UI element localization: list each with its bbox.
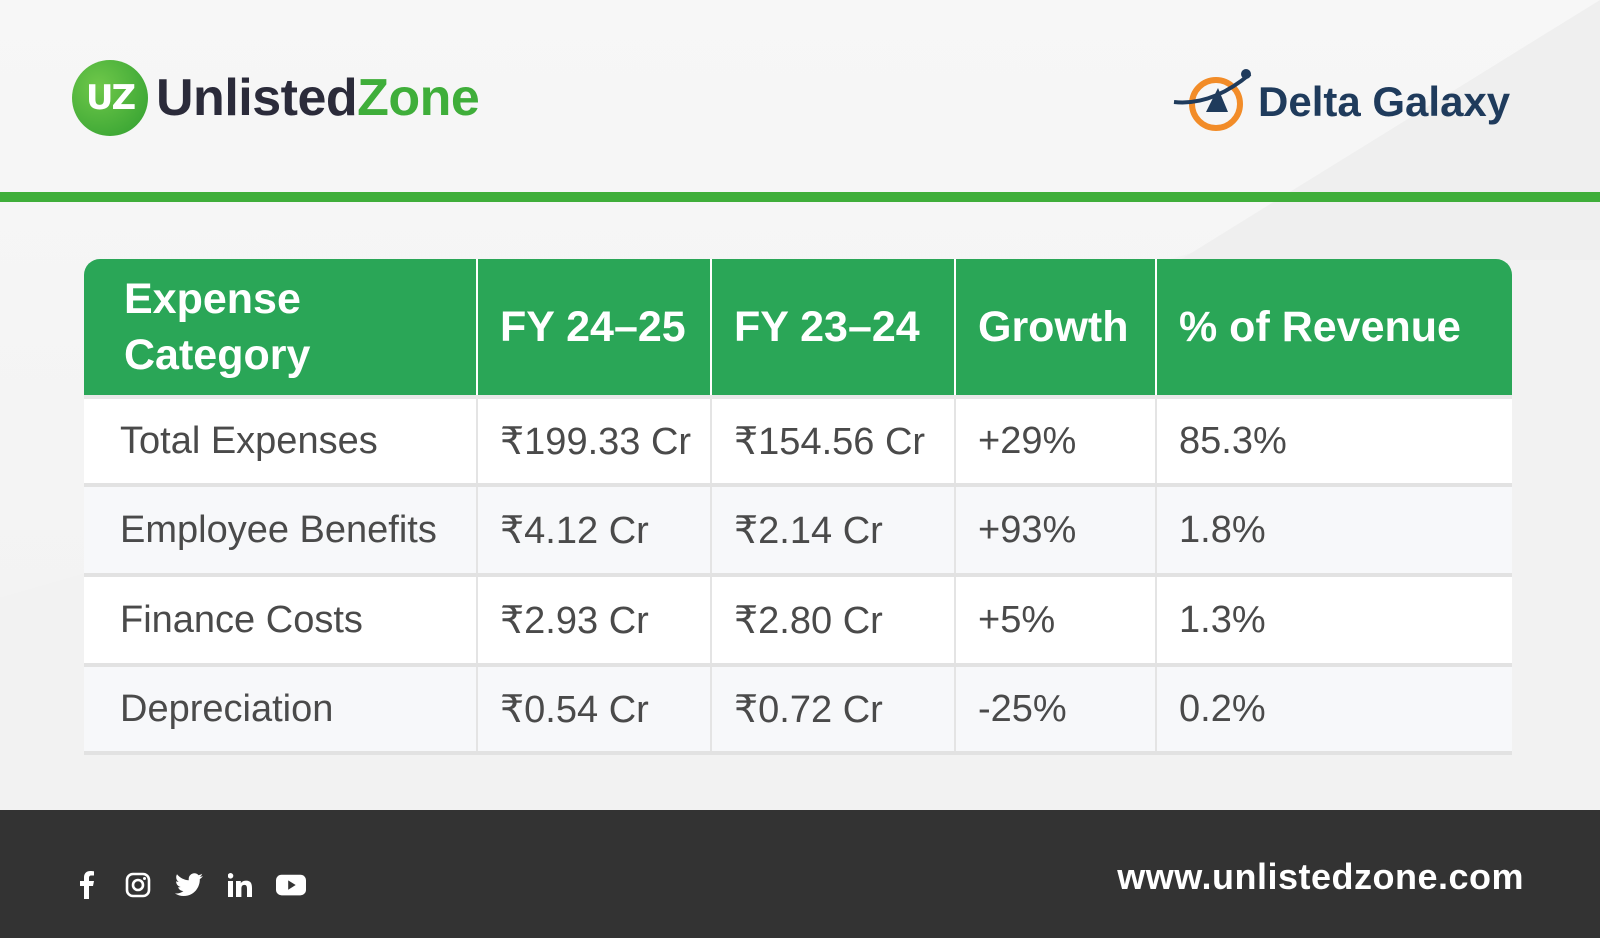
column-header-pct-revenue: % of Revenue <box>1156 259 1512 399</box>
column-header-category: Expense Category <box>84 259 478 399</box>
cell-pct-revenue: 0.2% <box>1156 665 1512 755</box>
delta-galaxy-text: Delta Galaxy <box>1258 78 1511 125</box>
cell-fy2324: ₹2.14 Cr <box>711 485 956 577</box>
facebook-icon[interactable] <box>72 870 102 900</box>
header: UZ UnlistedZone Delta Galaxy <box>0 0 1600 195</box>
table-row: Finance Costs ₹2.93 Cr ₹2.80 Cr +5% 1.3% <box>84 575 1512 667</box>
cell-growth: +29% <box>955 397 1157 487</box>
cell-category: Employee Benefits <box>84 485 478 577</box>
unlistedzone-logo[interactable]: UZ UnlistedZone <box>72 60 480 136</box>
linkedin-icon[interactable] <box>225 870 255 900</box>
table-header-row: Expense Category FY 24–25 FY 23–24 Growt… <box>84 259 1512 399</box>
footer: www.unlistedzone.com <box>0 810 1600 938</box>
column-header-growth: Growth <box>955 259 1157 399</box>
uz-logo-mark: UZ <box>72 60 148 136</box>
cell-growth: +93% <box>955 485 1157 577</box>
cell-pct-revenue: 85.3% <box>1156 397 1512 487</box>
cell-fy2324: ₹2.80 Cr <box>711 575 956 667</box>
cell-fy2425: ₹199.33 Cr <box>477 397 712 487</box>
expense-table: Expense Category FY 24–25 FY 23–24 Growt… <box>84 259 1512 755</box>
table-row: Depreciation ₹0.54 Cr ₹0.72 Cr -25% 0.2% <box>84 665 1512 755</box>
website-link[interactable]: www.unlistedzone.com <box>1117 856 1524 897</box>
youtube-icon[interactable] <box>276 870 306 900</box>
cell-growth: -25% <box>955 665 1157 755</box>
instagram-icon[interactable] <box>123 870 153 900</box>
cell-category: Total Expenses <box>84 397 478 487</box>
column-header-fy2324: FY 23–24 <box>711 259 956 399</box>
table-row: Total Expenses ₹199.33 Cr ₹154.56 Cr +29… <box>84 397 1512 487</box>
cell-fy2425: ₹4.12 Cr <box>477 485 712 577</box>
twitter-icon[interactable] <box>174 870 204 900</box>
cell-pct-revenue: 1.8% <box>1156 485 1512 577</box>
cell-fy2425: ₹2.93 Cr <box>477 575 712 667</box>
cell-category: Finance Costs <box>84 575 478 667</box>
cell-growth: +5% <box>955 575 1157 667</box>
column-header-category-line2: Category <box>124 331 311 379</box>
cell-fy2324: ₹0.72 Cr <box>711 665 956 755</box>
social-links <box>72 870 327 900</box>
cell-category: Depreciation <box>84 665 478 755</box>
cell-pct-revenue: 1.3% <box>1156 575 1512 667</box>
column-header-category-line1: Expense <box>124 275 301 323</box>
uz-logo-text-green: Zone <box>357 69 480 127</box>
cell-fy2425: ₹0.54 Cr <box>477 665 712 755</box>
table-row: Employee Benefits ₹4.12 Cr ₹2.14 Cr +93%… <box>84 485 1512 577</box>
delta-galaxy-logo[interactable]: Delta Galaxy <box>1172 68 1510 136</box>
uz-logo-text: UnlistedZone <box>156 68 480 128</box>
column-header-fy2425: FY 24–25 <box>477 259 712 399</box>
delta-galaxy-icon <box>1173 69 1252 131</box>
uz-logo-text-dark: Unlisted <box>156 69 358 127</box>
cell-fy2324: ₹154.56 Cr <box>711 397 956 487</box>
header-divider <box>0 192 1600 202</box>
